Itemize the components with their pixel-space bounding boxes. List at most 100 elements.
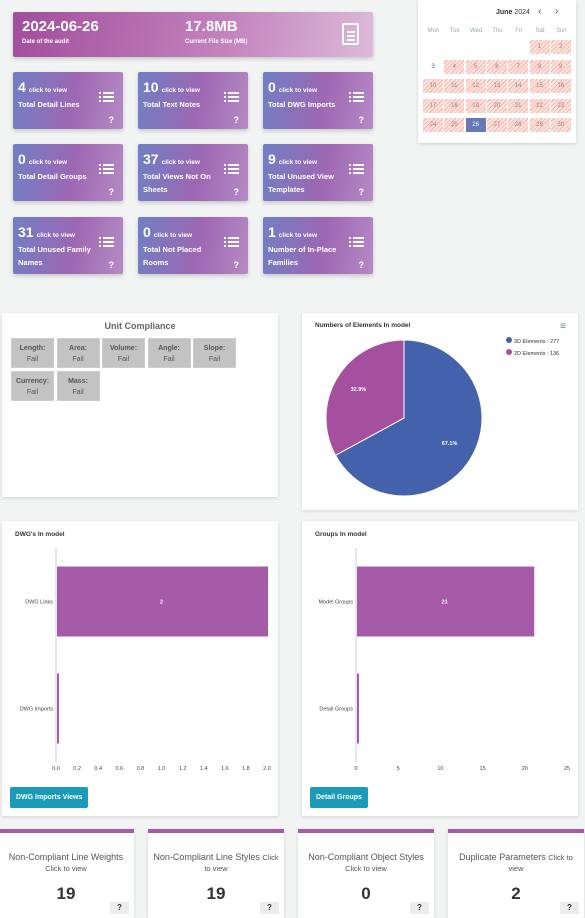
stat-tile[interactable]: 37 click to view Total Views Not On Sheet… <box>138 144 248 201</box>
stat-tile[interactable]: 4 click to view Total Detail Lines ? <box>13 72 123 129</box>
audit-date-label: Date of the audit <box>22 39 70 45</box>
help-icon[interactable]: ? <box>108 260 115 270</box>
stat-tile[interactable]: 0 click to view Total DWG Imports ? <box>263 72 373 129</box>
help-icon[interactable]: ? <box>233 260 240 270</box>
bar[interactable] <box>57 566 268 637</box>
calendar-day[interactable]: 15 <box>529 79 550 93</box>
compliance-card[interactable]: Duplicate Parameters Click to view 2 ? <box>448 829 584 918</box>
pie-slice[interactable] <box>334 339 483 497</box>
calendar-day[interactable]: 2 <box>550 40 571 54</box>
tile-title: Total DWG Imports <box>268 100 336 109</box>
stat-tile[interactable]: 9 click to view Total Unused View Templat… <box>263 144 373 201</box>
tile-title: Total Unused Family Names <box>18 245 91 267</box>
chart-menu-icon[interactable]: ≡ <box>560 321 566 332</box>
calendar-day[interactable]: 8 <box>529 59 550 74</box>
calendar-day[interactable]: 17 <box>423 98 443 113</box>
tile-title: Total Detail Lines <box>18 100 80 109</box>
calendar-day[interactable]: 9 <box>550 59 571 74</box>
card-value: 2 <box>511 884 521 903</box>
calendar-day[interactable]: 11 <box>444 79 465 93</box>
calendar-day[interactable]: 5 <box>465 59 486 74</box>
card-value: 19 <box>206 884 226 903</box>
dwg-bar-chart: DWG Links 2 DWG Imports 0.0 0.2 0.4 0.6 0.8 1.0 1… <box>20 548 271 772</box>
x-tick-label: 0.2 <box>73 766 81 772</box>
pie-slice-label: 67.1% <box>442 441 458 447</box>
calendar-day[interactable]: 13 <box>486 79 507 93</box>
pie-chart-title: Numbers of Elements In model <box>315 322 411 329</box>
stat-tile[interactable]: 1 click to view Number of In-Place Famili… <box>263 217 373 274</box>
compliance-card[interactable]: Non-Compliant Line Styles Click to view … <box>148 829 284 918</box>
help-icon[interactable]: ? <box>410 902 429 914</box>
pie-slice[interactable] <box>325 339 405 456</box>
x-tick-label: 1.8 <box>242 766 250 772</box>
bar[interactable] <box>357 673 359 744</box>
help-icon[interactable]: ? <box>233 187 240 197</box>
bar[interactable] <box>357 566 535 637</box>
tile-title: Total Text Notes <box>143 100 201 109</box>
category-label: Detail Groups <box>319 707 353 713</box>
calendar-day[interactable]: 16 <box>550 79 571 93</box>
calendar-day[interactable]: 27 <box>486 118 507 132</box>
help-icon[interactable]: ? <box>110 902 129 914</box>
help-icon[interactable]: ? <box>358 187 365 197</box>
weekday-label: Mon <box>427 28 440 34</box>
stat-tile[interactable]: 0 click to view Total Not Placed Rooms ? <box>138 217 248 274</box>
category-label: DWG Imports <box>20 707 54 713</box>
calendar-day[interactable]: 21 <box>508 98 529 113</box>
weekday-label: Sat <box>535 28 545 34</box>
tile-cta: click to view <box>28 87 68 94</box>
calendar-month-year: June 2024 <box>496 9 530 16</box>
dwg-imports-views-button[interactable]: DWG Imports Views <box>10 787 89 808</box>
help-icon[interactable]: ? <box>108 187 115 197</box>
calendar-day[interactable]: 6 <box>486 59 507 74</box>
tile-title: Total Unused View Templates <box>268 172 334 194</box>
compliance-card[interactable]: Non-Compliant Object Styles Click to vie… <box>298 829 434 918</box>
bar[interactable] <box>57 673 59 744</box>
calendar-day[interactable]: 19 <box>465 98 486 113</box>
document-icon <box>342 23 359 45</box>
groups-bar-chart: Model Groups 21 Detail Groups 0 5 10 15 20 25 <box>318 548 570 772</box>
calendar-day[interactable]: 20 <box>486 98 507 113</box>
calendar-day[interactable]: 22 <box>529 98 550 113</box>
stat-tile[interactable]: 0 click to view Total Detail Groups ? <box>13 144 123 201</box>
calendar-day[interactable]: 12 <box>465 79 486 93</box>
legend-item-2d[interactable]: 2D Elements : 136 <box>506 348 559 360</box>
calendar-next-button[interactable]: › <box>555 6 559 17</box>
calendar-day[interactable]: 7 <box>508 59 529 74</box>
calendar-day[interactable]: 29 <box>529 118 550 132</box>
tile-count: 0 click to view <box>18 151 68 167</box>
x-tick-label: 0.0 <box>52 766 60 772</box>
help-icon[interactable]: ? <box>560 902 579 914</box>
help-icon[interactable]: ? <box>358 260 365 270</box>
elements-pie-chart: 67.1% 32.9% <box>325 339 483 497</box>
calendar-day[interactable]: 28 <box>508 118 529 132</box>
tile-count: 4 click to view <box>18 79 68 95</box>
calendar-day[interactable]: 4 <box>444 59 465 74</box>
detail-groups-button[interactable]: Detail Groups <box>310 787 368 808</box>
category-label: DWG Links <box>25 600 53 606</box>
calendar-day[interactable]: 24 <box>423 118 443 132</box>
calendar-day[interactable]: 26 <box>465 118 486 132</box>
calendar-day[interactable]: 18 <box>444 98 465 113</box>
calendar-day[interactable]: 25 <box>444 118 465 132</box>
x-tick-label: 2.0 <box>263 766 271 772</box>
calendar-day[interactable]: 3 <box>431 63 435 70</box>
help-icon[interactable]: ? <box>358 115 365 125</box>
calendar-day[interactable]: 14 <box>508 79 529 93</box>
tile-count: 0 click to view <box>143 224 193 240</box>
pie-slice-label: 32.9% <box>351 387 367 393</box>
calendar-prev-button[interactable]: ‹ <box>538 6 542 17</box>
stat-tile[interactable]: 31 click to view Total Unused Family Name… <box>13 217 123 274</box>
help-icon[interactable]: ? <box>108 115 115 125</box>
calendar-day[interactable]: 1 <box>529 40 550 54</box>
help-icon[interactable]: ? <box>260 902 279 914</box>
calendar-day[interactable]: 30 <box>550 118 571 132</box>
calendar-day[interactable]: 23 <box>550 98 571 113</box>
stat-tile[interactable]: 10 click to view Total Text Notes ? <box>138 72 248 129</box>
unit-compliance-item: Mass: Fail <box>56 371 100 401</box>
x-tick-label: 5 <box>397 766 400 772</box>
legend-item-3d[interactable]: 3D Elements : 277 <box>506 336 559 348</box>
help-icon[interactable]: ? <box>233 115 240 125</box>
compliance-card[interactable]: Non-Compliant Line Weights Click to view… <box>0 829 134 918</box>
calendar-day[interactable]: 10 <box>423 79 443 93</box>
